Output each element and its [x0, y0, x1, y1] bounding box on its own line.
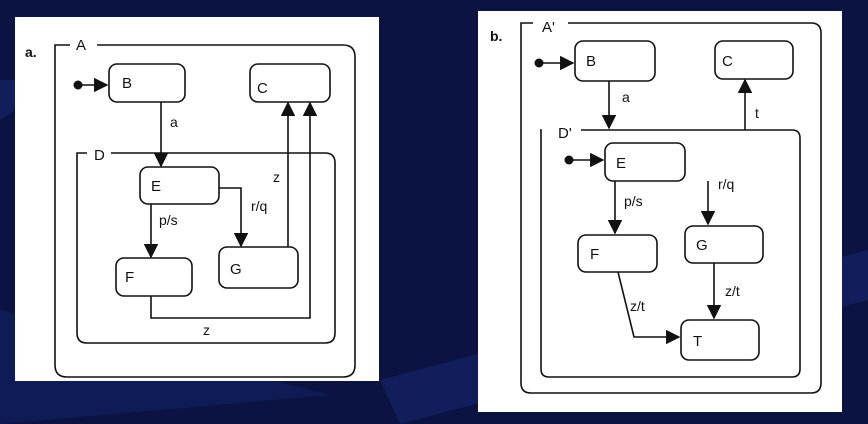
diagram-b-panel: b. A' D' B C a t E F G: [478, 11, 842, 412]
diagram-a: a. A D B C E F G a p/s r/q: [25, 37, 356, 378]
transition-f-to-t: [617, 271, 681, 345]
state-g-box: [218, 246, 299, 289]
state-b-prime-label: B: [586, 53, 596, 70]
state-e-label: E: [151, 178, 161, 195]
state-g-prime-box: [684, 225, 764, 264]
state-g-prime-label: G: [696, 237, 708, 254]
state-b-prime-box: [574, 40, 656, 82]
state-e-prime-box: [604, 142, 686, 182]
state-c-label: C: [257, 80, 268, 97]
transition-f-to-c-label: z: [203, 322, 210, 338]
state-d-prime-label: D': [558, 125, 572, 142]
state-b-label: B: [122, 75, 132, 92]
transition-b-to-d-label: a: [622, 89, 630, 105]
transition-e-prime-to-f-label: p/s: [624, 193, 643, 209]
transition-f-to-c: [150, 101, 318, 319]
state-g-label: G: [230, 261, 242, 278]
state-f-prime-box: [577, 234, 658, 273]
state-c-prime-label: C: [722, 53, 733, 70]
state-d-prime-box: [540, 129, 801, 378]
state-a-prime-label: A': [542, 19, 555, 36]
state-f-label: F: [125, 269, 134, 286]
state-f-prime-label: F: [590, 246, 599, 263]
state-a-prime-outer-box: [520, 22, 822, 394]
transition-e-to-g-label: r/q: [251, 198, 267, 214]
state-a-outer-box: [54, 44, 356, 378]
state-t-prime-label: T: [693, 333, 702, 350]
initial-state-dot-outer: [534, 58, 544, 68]
transition-e-to-g: [219, 187, 249, 248]
state-c-prime-box: [714, 40, 794, 80]
state-e-box: [139, 166, 220, 205]
diagram-b-tag: b.: [490, 28, 502, 44]
transition-g-to-c-label: z: [273, 169, 280, 185]
diagram-b: b. A' D' B C a t E F G: [490, 19, 822, 394]
state-a-label: A: [76, 37, 86, 54]
transition-e-prime-to-g-label: r/q: [718, 176, 734, 192]
state-d-box: [76, 152, 336, 344]
state-e-prime-label: E: [616, 155, 626, 172]
state-b-box: [108, 63, 186, 103]
state-t-prime-box: [680, 319, 760, 361]
diagram-a-tag: a.: [25, 44, 37, 60]
transition-g-to-t-label: z/t: [725, 283, 740, 299]
transition-d-to-c-label: t: [755, 105, 759, 121]
initial-state-dot: [73, 80, 83, 90]
transition-b-to-e-label: a: [170, 114, 178, 130]
diagram-a-panel: a. A D B C E F G a p/s r/q: [15, 17, 379, 381]
state-d-label: D: [94, 147, 105, 164]
initial-state-dot-inner: [564, 155, 574, 165]
transition-e-to-f-label: p/s: [159, 212, 178, 228]
transition-f-to-t-label: z/t: [630, 298, 645, 314]
